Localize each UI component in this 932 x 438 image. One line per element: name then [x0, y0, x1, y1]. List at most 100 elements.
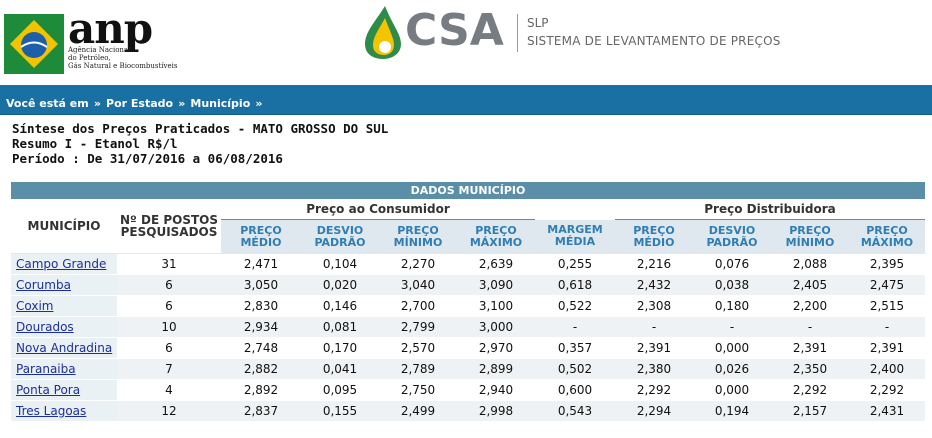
csa-drop-icon [365, 6, 401, 59]
summary-product: Resumo I - Etanol R$/l [12, 136, 178, 151]
cell-distribuidora-medio: 2,308 [615, 295, 693, 317]
cell-distribuidora-desvio: 0,194 [693, 400, 771, 422]
cell-distribuidora-minimo: 2,405 [771, 274, 849, 296]
cell-municipio: Tres Lagoas [11, 400, 117, 422]
municipio-link[interactable]: Paranaiba [16, 362, 76, 376]
summary-period: Período : De 31/07/2016 a 06/08/2016 [12, 151, 283, 166]
table-row: Campo Grande 31 2,471 0,104 2,270 2,639 … [11, 253, 925, 275]
cell-distribuidora-minimo: 2,391 [771, 337, 849, 359]
breadcrumb-separator: » [178, 97, 186, 110]
table-row: Nova Andradina 6 2,748 0,170 2,570 2,970… [11, 337, 925, 359]
col-header-consumidor-preco-medio: PREÇO MÉDIO [221, 219, 301, 254]
cell-consumidor-medio: 2,934 [221, 316, 301, 338]
municipio-link[interactable]: Nova Andradina [16, 341, 113, 355]
cell-consumidor-desvio: 0,170 [301, 337, 379, 359]
cell-margem: - [535, 316, 615, 338]
cell-consumidor-maximo: 3,090 [457, 274, 535, 296]
cell-consumidor-medio: 2,830 [221, 295, 301, 317]
cell-consumidor-desvio: 0,155 [301, 400, 379, 422]
cell-consumidor-minimo: 2,750 [379, 379, 457, 401]
cell-margem: 0,543 [535, 400, 615, 422]
cell-distribuidora-maximo: 2,431 [849, 400, 925, 422]
col-header-postos: Nº DE POSTOS PESQUISADOS [117, 199, 221, 254]
cell-consumidor-desvio: 0,104 [301, 253, 379, 275]
cell-consumidor-minimo: 2,700 [379, 295, 457, 317]
cell-consumidor-medio: 2,892 [221, 379, 301, 401]
col-header-distribuidora-preco-medio: PREÇO MÉDIO [615, 219, 693, 254]
cell-distribuidora-desvio: 0,000 [693, 337, 771, 359]
cell-distribuidora-maximo: - [849, 316, 925, 338]
col-header-distribuidora-preco-minimo: PREÇO MÍNIMO [771, 219, 849, 254]
summary-title: Síntese dos Preços Praticados - MATO GRO… [12, 121, 389, 136]
cell-distribuidora-maximo: 2,515 [849, 295, 925, 317]
anp-subtitle-line: do Petróleo, [68, 54, 111, 62]
cell-distribuidora-minimo: 2,350 [771, 358, 849, 380]
col-header-margem-media: MARGEM MÉDIA [535, 219, 615, 254]
csa-wordmark: CSA [405, 5, 504, 56]
cell-distribuidora-medio: 2,292 [615, 379, 693, 401]
cell-consumidor-medio: 2,837 [221, 400, 301, 422]
cell-consumidor-maximo: 3,100 [457, 295, 535, 317]
breadcrumb-separator: » [255, 97, 263, 110]
col-header-postos-line1: Nº DE POSTOS [120, 213, 218, 227]
cell-distribuidora-maximo: 2,400 [849, 358, 925, 380]
cell-consumidor-medio: 2,748 [221, 337, 301, 359]
anp-emblem-icon [4, 14, 64, 74]
cell-distribuidora-maximo: 2,292 [849, 379, 925, 401]
anp-wordmark: anp [68, 4, 153, 53]
cell-postos: 7 [117, 358, 221, 380]
header-divider [517, 14, 518, 52]
cell-distribuidora-minimo: 2,088 [771, 253, 849, 275]
cell-municipio: Nova Andradina [11, 337, 117, 359]
cell-postos: 31 [117, 253, 221, 275]
cell-postos: 6 [117, 274, 221, 296]
cell-postos: 12 [117, 400, 221, 422]
breadcrumb-prefix: Você está em [6, 97, 89, 110]
municipio-link[interactable]: Tres Lagoas [16, 404, 87, 418]
col-header-distribuidora-preco-maximo: PREÇO MÁXIMO [849, 219, 925, 254]
municipio-link[interactable]: Corumba [16, 278, 71, 292]
col-header-postos-line2: PESQUISADOS [120, 225, 218, 239]
breadcrumb: Você está em » Por Estado » Município » [6, 92, 262, 111]
cell-postos: 4 [117, 379, 221, 401]
cell-margem: 0,255 [535, 253, 615, 275]
col-header-distribuidora-desvio-padrao: DESVIO PADRÃO [693, 219, 771, 254]
municipio-link[interactable]: Dourados [16, 320, 74, 334]
cell-distribuidora-medio: 2,216 [615, 253, 693, 275]
cell-consumidor-maximo: 2,899 [457, 358, 535, 380]
cell-municipio: Campo Grande [11, 253, 117, 275]
cell-consumidor-maximo: 2,639 [457, 253, 535, 275]
col-header-consumidor-preco-minimo: PREÇO MÍNIMO [379, 219, 457, 254]
cell-postos: 6 [117, 337, 221, 359]
table-row: Tres Lagoas 12 2,837 0,155 2,499 2,998 0… [11, 400, 925, 422]
cell-consumidor-medio: 3,050 [221, 274, 301, 296]
cell-consumidor-medio: 2,882 [221, 358, 301, 380]
cell-municipio: Paranaiba [11, 358, 117, 380]
municipio-link[interactable]: Coxim [16, 299, 54, 313]
breadcrumb-por-estado[interactable]: Por Estado [106, 97, 174, 110]
col-header-municipio: MUNICÍPIO [11, 199, 117, 254]
cell-distribuidora-desvio: - [693, 316, 771, 338]
table-row: Coxim 6 2,830 0,146 2,700 3,100 0,522 2,… [11, 295, 925, 317]
page-header: anp Agência Nacional do Petróleo, Gás Na… [0, 0, 932, 85]
cell-distribuidora-desvio: 0,180 [693, 295, 771, 317]
summary-block: Síntese dos Preços Praticados - MATO GRO… [12, 121, 388, 166]
municipio-link[interactable]: Ponta Pora [16, 383, 81, 397]
cell-consumidor-minimo: 2,789 [379, 358, 457, 380]
table-title: DADOS MUNICÍPIO [11, 182, 925, 199]
cell-municipio: Corumba [11, 274, 117, 296]
cell-margem: 0,522 [535, 295, 615, 317]
breadcrumb-municipio[interactable]: Município [190, 97, 251, 110]
cell-consumidor-desvio: 0,020 [301, 274, 379, 296]
cell-municipio: Coxim [11, 295, 117, 317]
cell-postos: 10 [117, 316, 221, 338]
cell-distribuidora-minimo: 2,157 [771, 400, 849, 422]
cell-margem: 0,502 [535, 358, 615, 380]
slp-subtitle: SISTEMA DE LEVANTAMENTO DE PREÇOS [527, 34, 781, 48]
cell-distribuidora-medio: 2,294 [615, 400, 693, 422]
municipio-link[interactable]: Campo Grande [16, 257, 107, 271]
cell-distribuidora-minimo: 2,200 [771, 295, 849, 317]
col-header-consumidor-desvio-padrao: DESVIO PADRÃO [301, 219, 379, 254]
cell-distribuidora-medio: 2,391 [615, 337, 693, 359]
table-row: Paranaiba 7 2,882 0,041 2,789 2,899 0,50… [11, 358, 925, 380]
